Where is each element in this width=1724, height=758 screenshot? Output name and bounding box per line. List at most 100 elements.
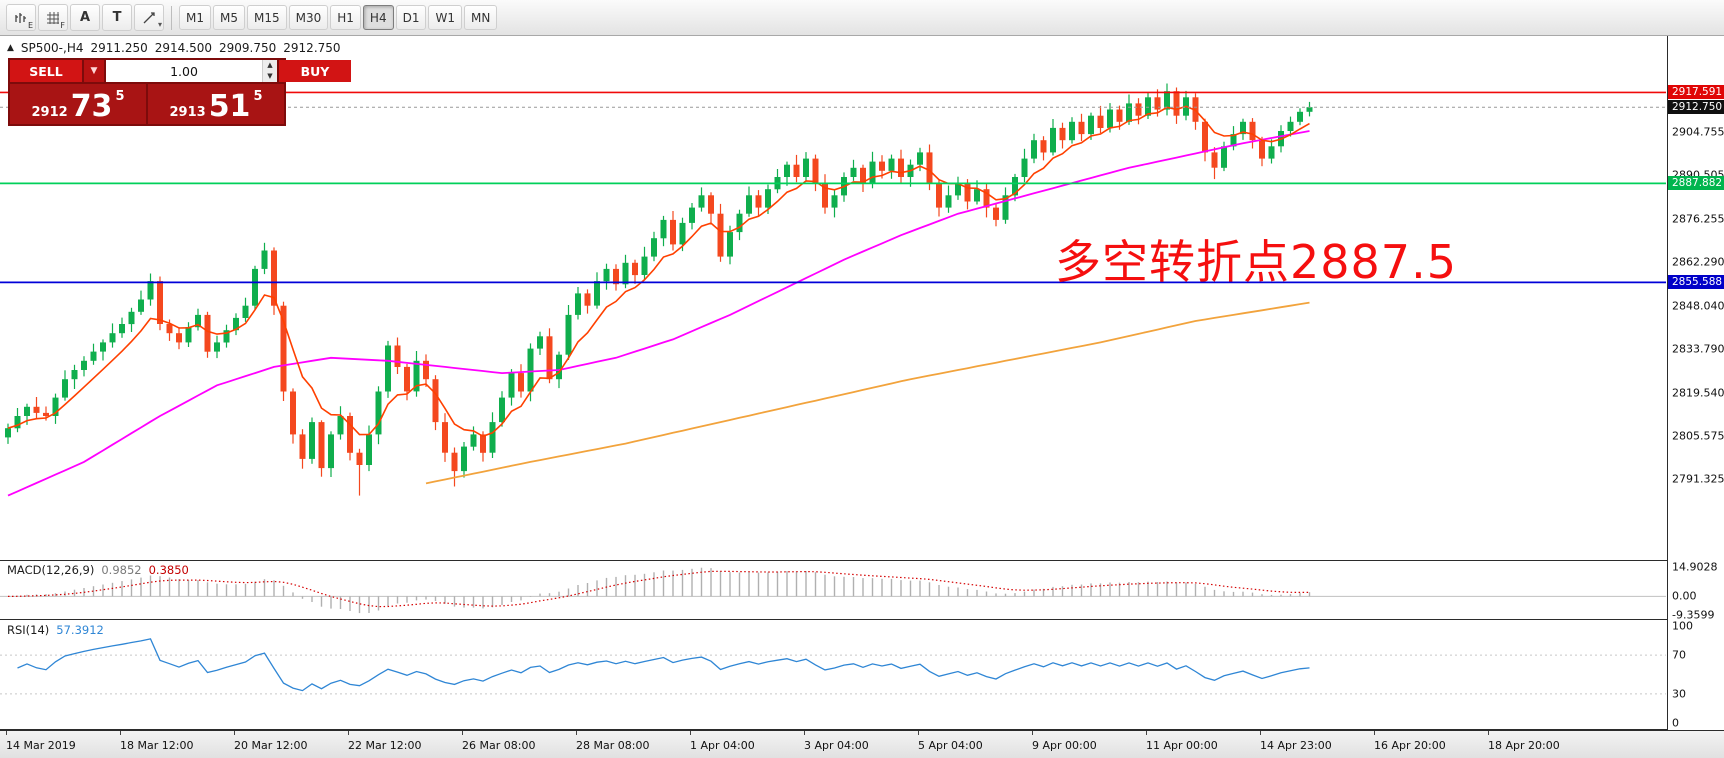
time-axis-label: 1 Apr 04:00	[690, 739, 755, 752]
volume-decrease-button[interactable]: ▼	[263, 71, 277, 82]
time-axis-label: 5 Apr 04:00	[918, 739, 983, 752]
time-tick	[120, 731, 121, 735]
time-axis-label: 16 Apr 20:00	[1374, 739, 1446, 752]
time-tick	[462, 731, 463, 735]
macd-panel-canvas[interactable]	[0, 561, 1666, 619]
time-tick	[1032, 731, 1033, 735]
macd-header: MACD(12,26,9) 0.9852 0.3850	[7, 563, 189, 577]
time-axis-label: 9 Apr 00:00	[1032, 739, 1097, 752]
time-tick	[918, 731, 919, 735]
time-axis[interactable]: 14 Mar 2019 18 Mar 12:00 20 Mar 12:00 22 Ma…	[0, 730, 1724, 758]
toolbar-separator	[171, 5, 172, 30]
timeframe-m30[interactable]: M30	[288, 5, 329, 30]
ohlc-low: 2909.750	[219, 41, 277, 55]
volume-input[interactable]	[106, 60, 262, 82]
text-box-icon[interactable]: T	[102, 4, 132, 31]
sell-button[interactable]: SELL	[10, 60, 82, 82]
time-axis-label: 18 Mar 12:00	[120, 739, 194, 752]
symbol-header: ▲ SP500-,H4 2911.250 2914.500 2909.750 2…	[7, 41, 341, 55]
bid-price-display[interactable]: 2912 73 5	[10, 84, 146, 124]
timeframe-m5[interactable]: M5	[213, 5, 245, 30]
macd-scale-label: -9.3599	[1672, 608, 1715, 622]
timeframe-h4[interactable]: H4	[362, 5, 394, 30]
grid-icon[interactable]: F	[38, 4, 68, 31]
price-tick-label: 2833.790	[1672, 342, 1724, 356]
volume-field: ▲ ▼	[106, 60, 277, 82]
time-axis-label: 20 Mar 12:00	[234, 739, 308, 752]
price-tick-label: 2819.540	[1672, 386, 1724, 400]
rsi-scale-label: 30	[1672, 687, 1686, 701]
price-scale[interactable]: 2904.755 2890.505 2876.255 2862.290 2848.040…	[1667, 36, 1724, 730]
bid-pip-digit: 5	[115, 89, 125, 104]
time-axis-label: 28 Mar 08:00	[576, 739, 650, 752]
price-tick-label: 2848.040	[1672, 299, 1724, 312]
price-tick-label: 2862.290	[1672, 255, 1724, 269]
timeframe-m15[interactable]: M15	[247, 5, 287, 30]
panel-divider[interactable]	[0, 729, 1724, 730]
timeframe-w1[interactable]: W1	[428, 5, 462, 30]
time-tick	[1488, 731, 1489, 735]
rsi-value: 57.3912	[56, 623, 104, 637]
macd-value-signal: 0.3850	[148, 563, 189, 577]
panel-divider[interactable]	[0, 619, 1724, 620]
macd-scale-label: 14.9028	[1672, 560, 1718, 574]
price-badge-pivot: 2887.882	[1668, 176, 1724, 191]
price-badge-resistance: 2917.591	[1668, 85, 1724, 100]
time-axis-label: 18 Apr 20:00	[1488, 739, 1560, 752]
time-tick	[234, 731, 235, 735]
time-tick	[690, 731, 691, 735]
price-tick-label: 2904.755	[1672, 125, 1724, 139]
order-dropdown[interactable]: ▼	[84, 60, 104, 82]
macd-label: MACD(12,26,9)	[7, 563, 95, 577]
time-tick	[6, 731, 7, 735]
time-tick	[1374, 731, 1375, 735]
time-tick	[804, 731, 805, 735]
drawing-tools-icon[interactable]: ▾	[134, 4, 164, 31]
ohlc-close: 2912.750	[283, 41, 341, 55]
timeframe-group: M1 M5 M15 M30 H1 H4 D1 W1 MN	[179, 5, 498, 30]
bar-chart-icon-letter: E	[27, 21, 33, 30]
time-axis-label: 3 Apr 04:00	[804, 739, 869, 752]
chart-annotation[interactable]: 多空转折点2887.5	[1055, 235, 1457, 289]
rsi-label: RSI(14)	[7, 623, 50, 637]
ask-big-digits: 51	[208, 89, 251, 124]
panel-divider[interactable]	[0, 560, 1724, 561]
timeframe-h1[interactable]: H1	[330, 5, 361, 30]
volume-spinner: ▲ ▼	[262, 60, 277, 82]
chevron-down-icon: ▾	[157, 20, 162, 29]
bid-big-digits: 73	[70, 89, 113, 124]
bid-prefix: 2912	[31, 105, 68, 120]
ask-prefix: 2913	[169, 105, 206, 120]
time-axis-label: 26 Mar 08:00	[462, 739, 536, 752]
ask-pip-digit: 5	[253, 89, 263, 104]
time-tick	[1260, 731, 1261, 735]
toolbar: E F A T ▾ M1 M5 M15 M30 H1 H4 D1 W1 MN	[0, 0, 1724, 36]
price-badge-last-price: 2912.750	[1668, 100, 1724, 115]
main-chart-canvas[interactable]	[0, 36, 1666, 560]
rsi-header: RSI(14) 57.3912	[7, 623, 104, 637]
timeframe-mn[interactable]: MN	[463, 5, 498, 30]
buy-button[interactable]: BUY	[279, 60, 351, 82]
macd-value-main: 0.9852	[101, 563, 142, 577]
timeframe-d1[interactable]: D1	[395, 5, 427, 30]
rsi-scale-label: 0	[1672, 716, 1679, 730]
volume-increase-button[interactable]: ▲	[263, 60, 277, 71]
collapse-icon[interactable]: ▲	[7, 43, 14, 53]
rsi-scale-label: 70	[1672, 648, 1686, 662]
time-tick	[1146, 731, 1147, 735]
rsi-panel-canvas[interactable]	[0, 620, 1666, 729]
one-click-trading-panel: SELL ▼ ▲ ▼ BUY 2912 73 5 2913 51	[8, 58, 351, 126]
time-axis-label: 14 Mar 2019	[6, 739, 76, 752]
time-axis-label: 14 Apr 23:00	[1260, 739, 1332, 752]
text-label-icon[interactable]: A	[70, 4, 100, 31]
ohlc-open: 2911.250	[90, 41, 148, 55]
time-tick	[576, 731, 577, 735]
ask-price-display[interactable]: 2913 51 5	[148, 84, 284, 124]
ohlc-high: 2914.500	[154, 41, 213, 55]
time-tick	[348, 731, 349, 735]
price-tick-label: 2876.255	[1672, 212, 1724, 226]
bar-chart-icon[interactable]: E	[6, 4, 36, 31]
time-axis-label: 22 Mar 12:00	[348, 739, 422, 752]
timeframe-m1[interactable]: M1	[179, 5, 211, 30]
chevron-down-icon: ▼	[90, 66, 98, 76]
